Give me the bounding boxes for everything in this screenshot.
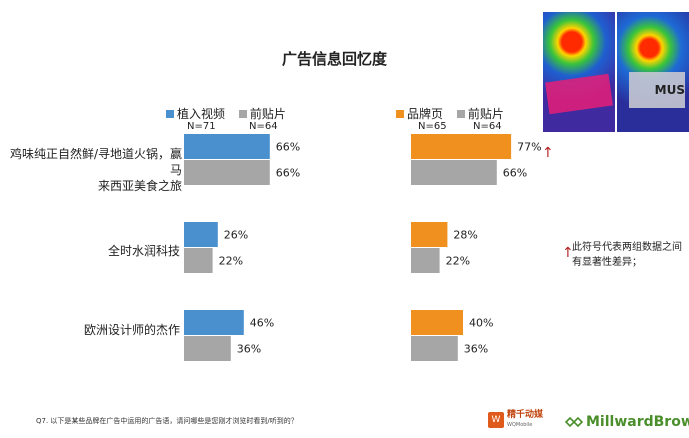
bar-right-s1-c3 — [411, 310, 463, 335]
legend-label: 前贴片 — [249, 107, 286, 121]
data-label-right-s2-c2: 22% — [446, 255, 470, 268]
chart-title: 广告信息回忆度 — [282, 50, 388, 68]
category-label-line: 来西亚美食之旅 — [97, 179, 182, 193]
category-label-2: 全时水润科技 — [0, 243, 180, 259]
data-label-right-s1-c1: 77% — [517, 141, 541, 154]
legend-item-series-b: 前贴片 — [238, 107, 286, 121]
bar-left-s1-c1 — [184, 134, 270, 159]
wqmobile-name: 精千动媒 WQMobile — [507, 410, 543, 430]
data-label-left-s1-c2: 26% — [224, 229, 248, 242]
millwardbrown-logo: MillwardBrown — [565, 414, 689, 430]
bar-right-s2-c2 — [411, 248, 440, 273]
bar-left-s1-c2 — [184, 222, 218, 247]
legend-item-series-b: 前贴片 — [456, 107, 504, 121]
significance-arrow-icon: ↑ — [542, 145, 554, 161]
category-label-3: 欧洲设计师的杰作 — [0, 322, 180, 338]
n-left-b: N=64 — [249, 121, 278, 132]
wqmobile-sub: WQMobile — [507, 422, 533, 428]
data-label-right-s1-c3: 40% — [469, 317, 493, 330]
heatmap-thumbnail-1 — [543, 12, 615, 132]
legend-label: 品牌页 — [407, 107, 444, 121]
legend-label: 植入视频 — [177, 107, 226, 121]
category-label-line: 全时水润科技 — [107, 244, 180, 258]
category-label-line: 鸡味纯正自然鲜/寻地道火锅，赢马 — [9, 147, 182, 177]
legend-right: 品牌页 前贴片 — [396, 105, 514, 122]
millwardbrown-name: MillwardBrown — [586, 414, 689, 430]
bar-right-s2-c1 — [411, 160, 497, 185]
legend-swatch — [396, 110, 404, 118]
legend-label: 前贴片 — [467, 107, 504, 121]
legend-swatch — [238, 110, 247, 118]
bar-right-s1-c1 — [411, 134, 512, 159]
bar-left-s2-c2 — [184, 248, 213, 273]
legend-item-series-a: 品牌页 — [396, 107, 443, 121]
n-right-a: N=65 — [418, 121, 447, 132]
category-label-1: 鸡味纯正自然鲜/寻地道火锅，赢马 来西亚美食之旅 — [0, 146, 182, 194]
data-label-left-s1-c1: 66% — [276, 141, 300, 154]
legend-item-series-a: 植入视频 — [166, 107, 225, 121]
millwardbrown-icon — [565, 416, 583, 428]
heatmap-thumbnail-2: MUS — [617, 12, 689, 132]
data-label-left-s2-c2: 22% — [219, 255, 243, 268]
significance-legend-arrow-icon: ↑ — [562, 245, 574, 261]
wqmobile-name-text: 精千动媒 — [507, 410, 544, 420]
legend-swatch — [166, 110, 174, 118]
data-label-right-s2-c1: 66% — [503, 167, 527, 180]
bar-right-s1-c2 — [411, 222, 448, 247]
wqmobile-icon: W — [488, 412, 504, 428]
significance-note: 此符号代表两组数据之间有显著性差异； — [572, 242, 682, 268]
wqmobile-logo: W 精千动媒 WQMobile — [488, 410, 543, 430]
bar-left-s2-c1 — [184, 160, 270, 185]
bar-left-s1-c3 — [184, 310, 244, 335]
data-label-left-s2-c1: 66% — [276, 167, 300, 180]
n-left-a: N=71 — [187, 121, 216, 132]
legend-swatch — [456, 110, 465, 118]
thumbnail-text: MUS — [629, 72, 685, 108]
heatmap-thumbnails: MUS — [543, 12, 689, 132]
question-footnote: Q7. 以下是某些品牌在广告中运用的广告语，请问哪些是您刚才浏览时看到/听到的？ — [36, 417, 298, 425]
legend-left: 植入视频 前贴片 — [166, 105, 296, 122]
data-label-right-s2-c3: 36% — [464, 343, 488, 356]
bar-left-s2-c3 — [184, 336, 231, 361]
data-label-left-s1-c3: 46% — [250, 317, 274, 330]
data-label-left-s2-c3: 36% — [237, 343, 261, 356]
category-label-line: 欧洲设计师的杰作 — [83, 323, 180, 337]
bar-right-s2-c3 — [411, 336, 458, 361]
n-right-b: N=64 — [473, 121, 502, 132]
data-label-right-s1-c2: 28% — [453, 229, 477, 242]
